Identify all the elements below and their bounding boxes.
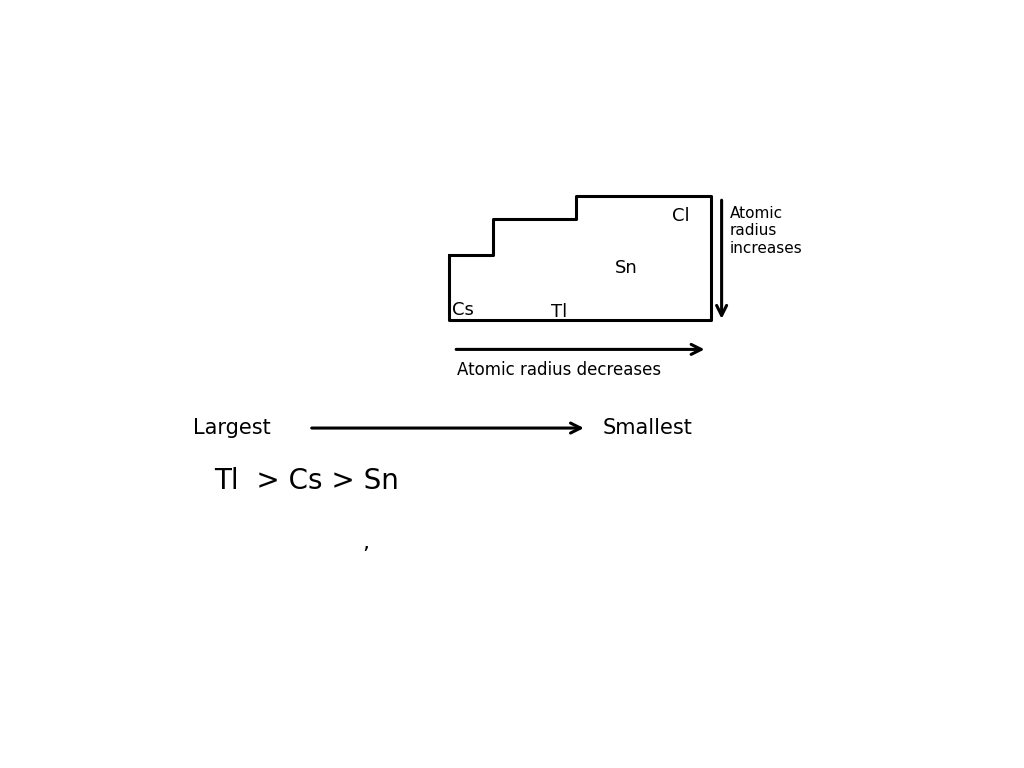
Text: Cl: Cl [672,207,689,225]
Text: Tl: Tl [551,303,567,321]
Text: Atomic radius decreases: Atomic radius decreases [458,361,662,379]
Text: Smallest: Smallest [602,418,692,438]
Text: Cs: Cs [452,301,474,319]
Text: Tl  > Cs > Sn: Tl > Cs > Sn [214,467,398,495]
Text: Atomic
radius
increases: Atomic radius increases [729,206,802,256]
Text: Sn: Sn [614,260,637,277]
Text: Largest: Largest [194,418,270,438]
Text: ,: , [362,533,369,553]
